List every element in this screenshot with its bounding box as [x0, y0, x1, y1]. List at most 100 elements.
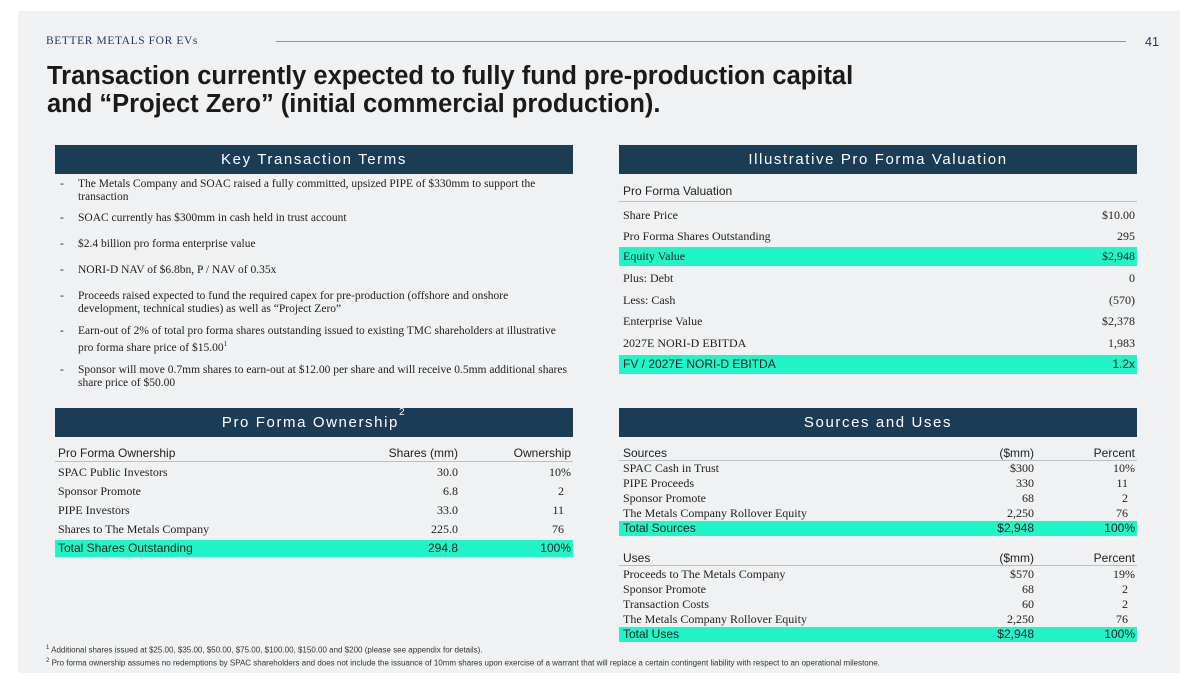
table-row: Sponsor Promote 68 2: [619, 491, 1137, 506]
row-label: Total Shares Outstanding: [58, 541, 193, 555]
row-value: 0: [1129, 271, 1135, 285]
valuation-subheading: Pro Forma Valuation: [623, 184, 733, 198]
row-label: 2027E NORI-D EBITDA: [623, 336, 747, 350]
column-header: Percent: [1093, 551, 1135, 565]
sources-table: Sources ($mm) Percent SPAC Cash in Trust…: [619, 446, 1137, 538]
column-header: ($mm): [999, 446, 1034, 460]
sources-uses-heading: Sources and Uses: [803, 414, 953, 431]
row-label: SPAC Cash in Trust: [623, 461, 719, 475]
amount-value: 2,250: [1007, 506, 1034, 520]
ownership-value: 2: [558, 484, 564, 498]
footnote-2: 2 Pro forma ownership assumes no redempt…: [46, 656, 880, 669]
table-row: PIPE Investors 33.0 11: [55, 503, 573, 520]
row-label: The Metals Company Rollover Equity: [623, 612, 807, 626]
column-header: Shares (mm): [388, 446, 458, 460]
footnote-ref: 1: [223, 340, 228, 348]
table-row: Share Price $10.00: [619, 206, 1137, 224]
row-label: Sponsor Promote: [58, 484, 142, 498]
table-header-row: Pro Forma Ownership Shares (mm) Ownershi…: [55, 446, 573, 462]
list-item: - Earn-out of 2% of total pro forma share…: [60, 325, 556, 354]
row-value: $2,378: [1102, 314, 1135, 328]
table-row: Transaction Costs 60 2: [619, 597, 1137, 612]
bullet-text: Proceeds raised expected to fund the req…: [78, 290, 509, 315]
title-line-2: and “Project Zero” (initial commercial p…: [47, 90, 661, 118]
table-row: Plus: Debt 0: [619, 269, 1137, 287]
amount-value: 2,250: [1007, 612, 1034, 626]
divider: [619, 201, 1137, 202]
table-row: Sponsor Promote 68 2: [619, 582, 1137, 597]
divider: [55, 461, 573, 462]
amount-value: $570: [1010, 567, 1034, 581]
footnote-ref: 2: [398, 407, 407, 418]
row-label: Total Uses: [623, 627, 680, 641]
list-item: - $2.4 billion pro forma enterprise value: [60, 238, 256, 250]
uses-table: Uses ($mm) Percent Proceeds to The Metal…: [619, 551, 1137, 643]
footnote-text: Pro forma ownership assumes no redemptio…: [49, 658, 880, 668]
footnote-marker: 2: [46, 657, 50, 664]
amount-value: 330: [1016, 476, 1034, 490]
amount-value: $300: [1010, 461, 1034, 475]
amount-value: 68: [1022, 491, 1034, 505]
percent-value: 2: [1122, 582, 1128, 596]
table-row: SPAC Public Investors 30.0 10%: [55, 465, 573, 482]
footnote-1: 1 Additional shares issued at $25.00, $3…: [46, 643, 880, 656]
list-item: - SOAC currently has $300mm in cash held …: [60, 212, 347, 224]
row-label: Pro Forma Shares Outstanding: [623, 229, 771, 243]
key-terms-header: Key Transaction Terms: [55, 145, 573, 174]
column-header: Sources: [623, 446, 668, 460]
column-header: Percent: [1093, 446, 1135, 460]
amount-value: 60: [1022, 597, 1034, 611]
row-label: Less: Cash: [623, 293, 676, 307]
table-row: The Metals Company Rollover Equity 2,250…: [619, 612, 1137, 627]
column-header: Pro Forma Ownership: [58, 446, 176, 460]
key-terms-list: - The Metals Company and SOAC raised a fu…: [56, 178, 572, 390]
row-value: 295: [1117, 229, 1135, 243]
row-label: Total Sources: [623, 521, 696, 535]
valuation-header: Illustrative Pro Forma Valuation: [619, 145, 1137, 174]
percent-value: 19%: [1113, 567, 1135, 581]
row-label: Proceeds to The Metals Company: [623, 567, 786, 581]
percent-value: 11: [1116, 476, 1128, 490]
ownership-value: 76: [552, 522, 564, 536]
shares-value: 33.0: [437, 503, 458, 517]
amount-value: 68: [1022, 582, 1034, 596]
row-label: PIPE Proceeds: [623, 476, 694, 490]
table-row-highlight: Total Sources $2,948 100%: [619, 521, 1137, 536]
table-row: Less: Cash (570): [619, 291, 1137, 309]
table-row: Proceeds to The Metals Company $570 19%: [619, 567, 1137, 582]
row-label: Sponsor Promote: [623, 582, 707, 596]
ownership-heading: Pro Forma Ownership: [221, 414, 399, 431]
percent-value: 2: [1122, 597, 1128, 611]
shares-value: 294.8: [427, 541, 458, 555]
row-label: Shares to The Metals Company: [58, 522, 210, 536]
divider: [619, 565, 1137, 566]
table-row: Pro Forma Shares Outstanding 295: [619, 227, 1137, 245]
footnote-marker: 1: [46, 645, 50, 651]
bullet-text: NORI-D NAV of $6.8bn, P / NAV of 0.35x: [78, 264, 277, 276]
table-row: Sponsor Promote 6.8 2: [55, 484, 573, 501]
row-label: Share Price: [623, 208, 678, 222]
row-label: Transaction Costs: [623, 597, 709, 611]
row-label: Equity Value: [623, 249, 686, 263]
bullet-text: Earn-out of 2% of total pro forma shares…: [78, 325, 556, 354]
percent-value: 76: [1116, 612, 1128, 626]
ownership-header: Pro Forma Ownership2: [55, 408, 573, 437]
row-label: FV / 2027E NORI-D EBITDA: [623, 357, 776, 371]
amount-value: $2,948: [997, 521, 1034, 535]
footnote-text: Additional shares issued at $25.00, $35.…: [49, 645, 483, 655]
table-row: 2027E NORI-D EBITDA 1,983: [619, 334, 1137, 352]
list-item: - Proceeds raised expected to fund the re…: [60, 290, 509, 315]
table-row: PIPE Proceeds 330 11: [619, 476, 1137, 491]
valuation-table: Pro Forma Valuation Share Price $10.00 P…: [619, 184, 1137, 376]
list-item: - NORI-D NAV of $6.8bn, P / NAV of 0.35x: [60, 264, 277, 276]
row-label: Enterprise Value: [623, 314, 703, 328]
column-header: ($mm): [999, 551, 1034, 565]
table-row-highlight: Equity Value $2,948: [619, 247, 1137, 266]
percent-value: 100%: [1104, 521, 1135, 535]
table-row: The Metals Company Rollover Equity 2,250…: [619, 506, 1137, 521]
shares-value: 30.0: [437, 465, 458, 479]
table-row-highlight: FV / 2027E NORI-D EBITDA 1.2x: [619, 355, 1137, 374]
footnotes: 1 Additional shares issued at $25.00, $3…: [46, 643, 880, 668]
valuation-heading: Illustrative Pro Forma Valuation: [748, 151, 1008, 168]
ownership-value: 11: [552, 503, 564, 517]
